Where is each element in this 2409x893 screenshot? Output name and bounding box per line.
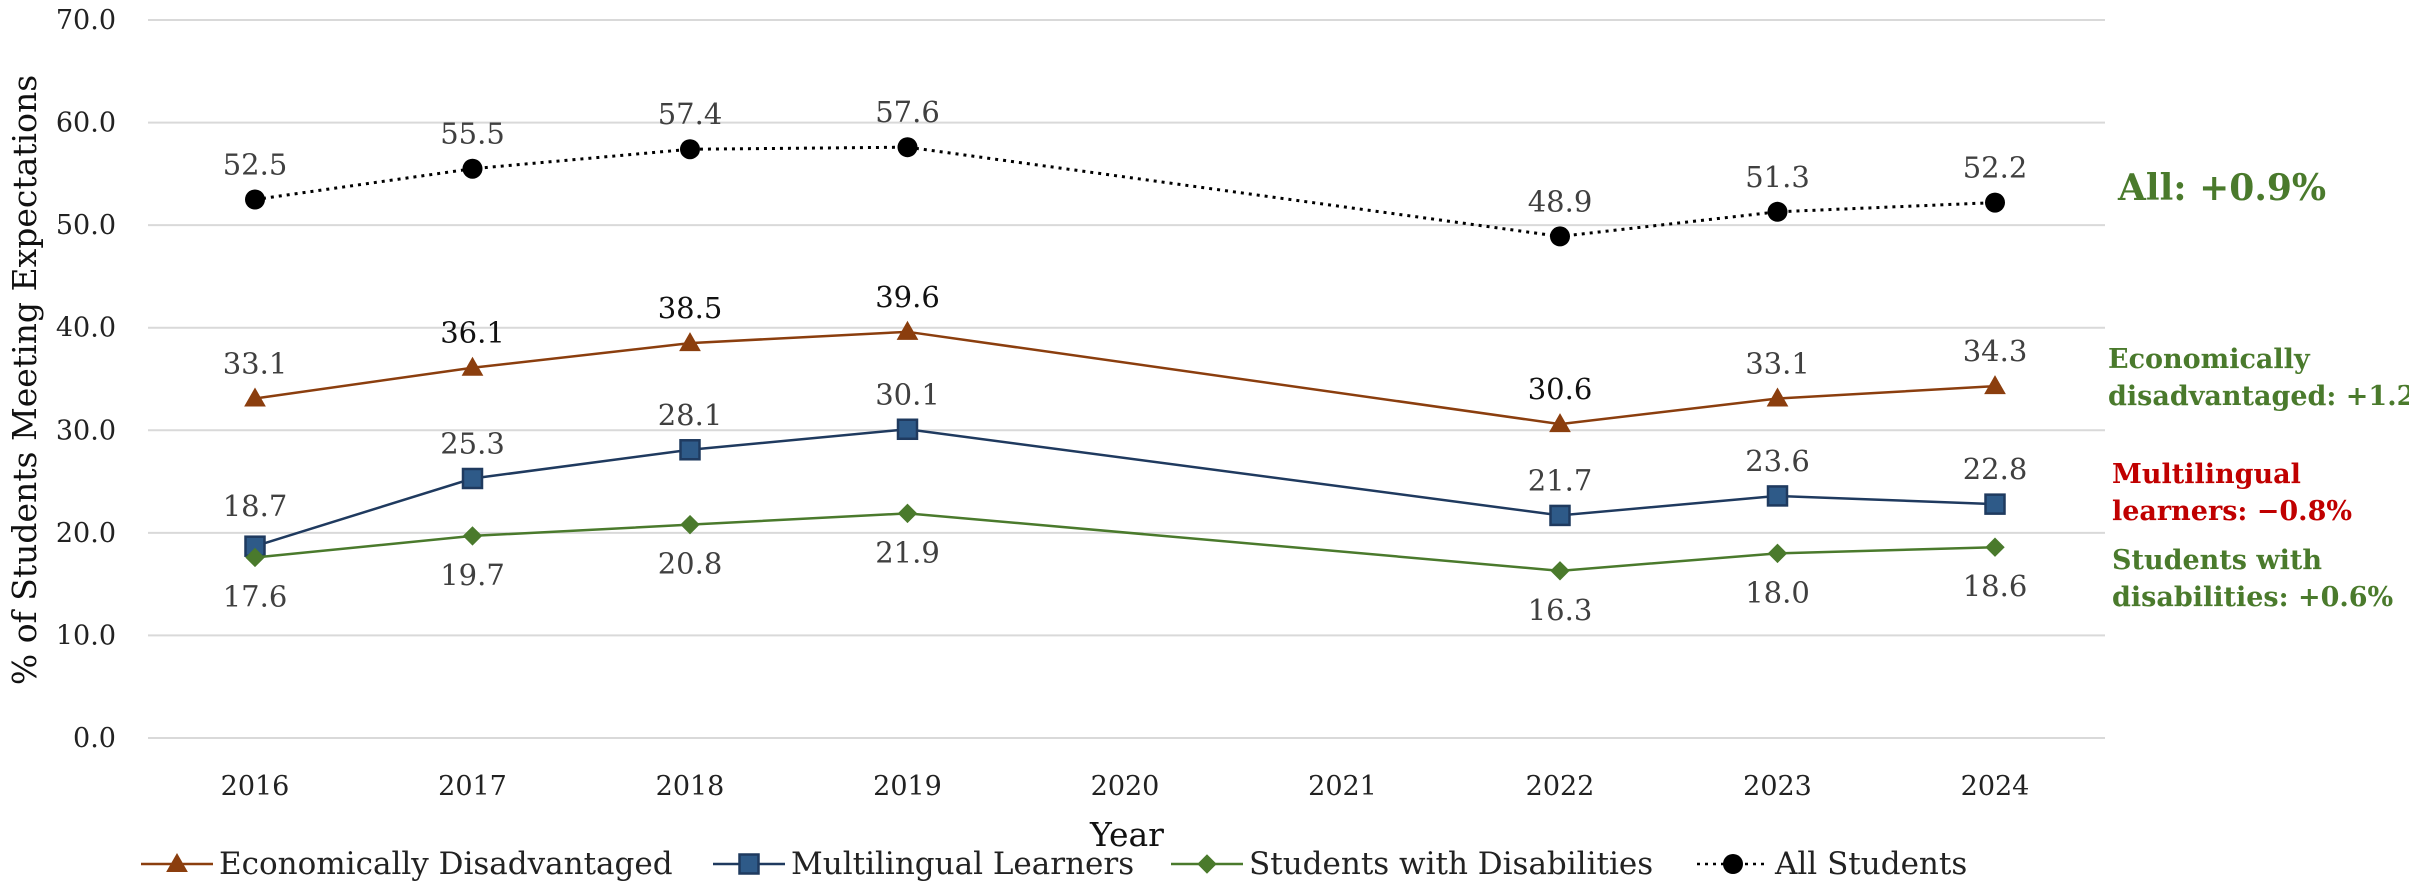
data-label: 21.7: [1528, 463, 1593, 497]
data-label: 19.7: [440, 558, 505, 592]
data-point: [1549, 413, 1571, 433]
data-label: 57.4: [658, 97, 723, 131]
data-label: 34.3: [1963, 334, 2028, 368]
data-point: [245, 547, 265, 568]
x-tick-label: 2016: [221, 771, 290, 802]
data-label: 16.3: [1528, 593, 1593, 627]
data-point: [897, 503, 918, 524]
x-tick-label: 2019: [873, 771, 942, 802]
data-point: [461, 467, 484, 490]
legend-marker: [738, 853, 760, 875]
annotation-text: learners: −0.8%: [2112, 496, 2352, 527]
data-label: 20.8: [658, 547, 723, 581]
data-point: [1985, 537, 2005, 557]
x-tick-label: 2023: [1743, 771, 1812, 802]
y-tick-label: 0.0: [73, 723, 116, 754]
x-tick-label: 2018: [656, 771, 725, 802]
annotation-text: Multilingual: [2112, 459, 2301, 490]
label-layer: 0.0 10.0 20.0 30.0 40.0 50.0 60.0 70.0 2016 2017 2…: [56, 5, 2029, 802]
data-label: 52.2: [1963, 151, 2028, 185]
data-label: 21.9: [875, 535, 940, 569]
data-point: [461, 356, 484, 376]
data-label: 30.6: [1528, 372, 1593, 406]
series-line-1: [254, 428, 1996, 548]
data-label: 38.5: [658, 291, 723, 325]
data-point: [1766, 485, 1789, 507]
data-point: [1766, 387, 1789, 407]
legend-label: All Students: [1774, 846, 1967, 882]
x-axis-title: Year: [1089, 815, 1164, 854]
data-point: [1985, 192, 2005, 213]
data-point: [680, 514, 700, 535]
series-line-2: [254, 512, 1996, 573]
data-point: [1549, 504, 1571, 527]
data-point: [680, 139, 700, 160]
annotation-text: Economically: [2108, 344, 2311, 375]
data-label: 30.1: [875, 377, 940, 411]
legend-marker: [166, 852, 188, 872]
data-point: [1984, 493, 2006, 515]
data-label: 28.1: [658, 398, 723, 432]
data-label: 36.1: [440, 316, 505, 350]
data-point: [245, 189, 265, 210]
legend-marker: [1197, 854, 1217, 874]
data-label: 51.3: [1745, 160, 1810, 194]
y-tick-label: 70.0: [56, 5, 116, 36]
y-tick-label: 10.0: [56, 620, 116, 651]
data-label: 18.6: [1963, 569, 2028, 603]
data-label: 39.6: [875, 280, 940, 314]
data-point: [896, 320, 919, 340]
series-layer: [244, 137, 2006, 581]
legend-label: Multilingual Learners: [791, 846, 1134, 882]
data-point: [679, 332, 701, 352]
data-point: [1550, 226, 1570, 247]
y-tick-label: 30.0: [56, 415, 116, 446]
annotation-text: disabilities: +0.6%: [2112, 582, 2393, 613]
annotation-text: Students with: [2112, 545, 2322, 576]
x-tick-label: 2021: [1308, 771, 1377, 802]
annotation-text: disadvantaged: +1.2%: [2108, 381, 2409, 412]
x-tick-label: 2017: [438, 771, 507, 802]
annotation-text: All: +0.9%: [2117, 167, 2326, 209]
data-point: [1767, 201, 1788, 222]
x-tick-label: 2024: [1961, 771, 2030, 802]
series-line-0: [254, 330, 1996, 426]
data-label: 57.6: [875, 95, 940, 129]
x-tick-label: 2022: [1526, 771, 1595, 802]
data-label: 33.1: [1745, 346, 1810, 380]
data-point: [1767, 543, 1788, 564]
data-label: 52.5: [223, 148, 288, 182]
data-label: 18.7: [223, 489, 288, 523]
data-label: 48.9: [1528, 184, 1593, 218]
data-point: [1550, 561, 1570, 581]
data-label: 33.1: [223, 346, 288, 380]
data-point: [679, 439, 701, 461]
data-point: [896, 418, 919, 441]
data-label: 22.8: [1963, 452, 2028, 486]
data-point: [462, 158, 483, 179]
data-label: 55.5: [440, 117, 505, 151]
data-point: [897, 137, 918, 158]
series-line-3: [254, 145, 1996, 238]
y-tick-label: 60.0: [56, 108, 116, 139]
annotations: All: +0.9% Economically disadvantaged: +1.…: [2108, 167, 2409, 613]
y-tick-label: 40.0: [56, 313, 116, 344]
data-label: 17.6: [223, 579, 288, 613]
legend-label: Economically Disadvantaged: [219, 846, 673, 882]
data-label: 25.3: [440, 426, 505, 460]
legend-marker: [1723, 854, 1743, 874]
data-label: 23.6: [1745, 444, 1810, 478]
data-point: [244, 387, 266, 407]
data-label: 18.0: [1745, 575, 1810, 609]
y-axis-title: % of Students Meeting Expectations: [5, 75, 44, 685]
legend-label: Students with Disabilities: [1249, 846, 1653, 882]
data-point: [462, 526, 483, 546]
y-tick-label: 20.0: [56, 518, 116, 549]
legend: Economically Disadvantaged Multilingual L…: [141, 846, 1967, 882]
x-tick-label: 2020: [1091, 771, 1160, 802]
y-tick-label: 50.0: [56, 210, 116, 241]
data-point: [1984, 375, 2006, 395]
